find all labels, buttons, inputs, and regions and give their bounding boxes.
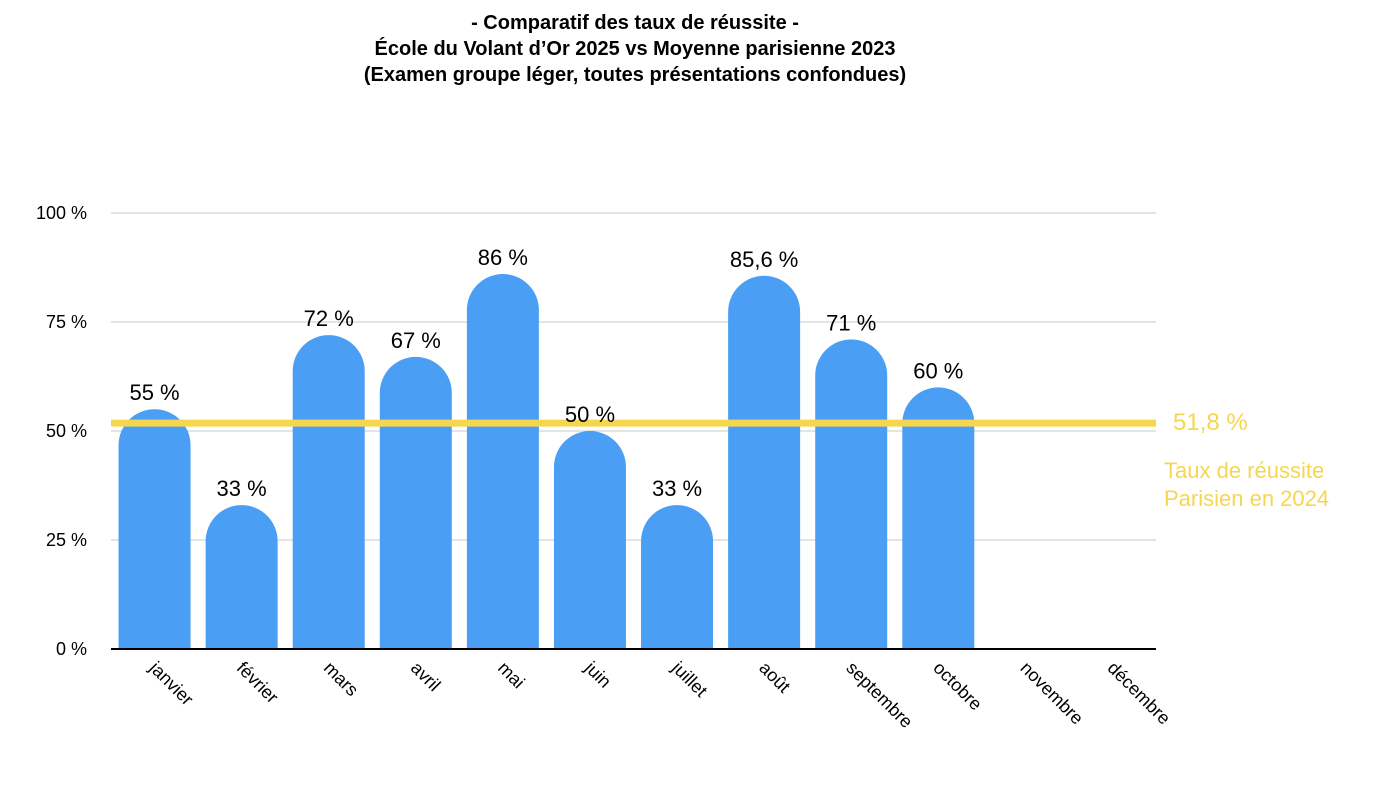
chart-title-line-2: École du Volant d’Or 2025 vs Moyenne par… xyxy=(374,38,896,60)
data-label-octobre: 60 % xyxy=(913,358,963,383)
y-tick-label-75: 75 % xyxy=(46,312,87,332)
bar-janvier xyxy=(118,409,191,649)
data-label-juin: 50 % xyxy=(565,402,615,427)
reference-caption: Taux de réussite Parisien en 2024 xyxy=(1164,457,1329,513)
chart-title: - Comparatif des taux de réussite - Écol… xyxy=(0,10,1270,88)
data-label-janvier: 55 % xyxy=(129,380,179,405)
x-tick-label-janvier: janvier xyxy=(145,657,197,709)
x-tick-label-septembre: septembre xyxy=(842,658,916,732)
x-tick-label-mai: mai xyxy=(494,658,529,693)
bar-juin xyxy=(553,431,626,649)
x-tick-label-juillet: juillet xyxy=(668,657,712,701)
x-tick-label-avril: avril xyxy=(407,658,444,695)
data-label-septembre: 71 % xyxy=(826,310,876,335)
y-tick-label-25: 25 % xyxy=(46,530,87,550)
data-label-mars: 72 % xyxy=(304,306,354,331)
y-tick-label-50: 50 % xyxy=(46,421,87,441)
bar-août xyxy=(728,275,801,649)
x-tick-label-décembre: décembre xyxy=(1104,658,1175,729)
data-label-avril: 67 % xyxy=(391,328,441,353)
gridlines xyxy=(111,212,1156,541)
x-tick-label-novembre: novembre xyxy=(1017,658,1088,729)
bar-octobre xyxy=(902,387,975,649)
reference-caption-line-1: Taux de réussite xyxy=(1164,458,1325,483)
bar-mars xyxy=(292,335,365,649)
x-tick-label-juin: juin xyxy=(580,657,615,692)
bar-février xyxy=(205,505,278,649)
bar-mai xyxy=(466,274,539,649)
x-tick-label-février: février xyxy=(233,658,283,708)
y-tick-label-100: 100 % xyxy=(36,203,87,223)
x-tick-label-octobre: octobre xyxy=(929,658,986,715)
chart-title-line-1: - Comparatif des taux de réussite - xyxy=(471,12,799,34)
bar-juillet xyxy=(641,505,714,649)
data-label-juillet: 33 % xyxy=(652,476,702,501)
x-tick-label-août: août xyxy=(755,658,794,697)
chart-title-line-3: (Examen groupe léger, toutes présentatio… xyxy=(363,64,907,86)
x-tick-label-mars: mars xyxy=(320,658,362,700)
data-labels: 55 % 33 % 72 % 67 % 86 % 50 % 33 % 85,6 % 71 % 60… xyxy=(129,245,963,501)
reference-value-label: 51,8 % xyxy=(1173,409,1248,436)
reference-caption-line-2: Parisien en 2024 xyxy=(1164,486,1330,511)
bars xyxy=(118,274,975,649)
data-label-février: 33 % xyxy=(217,476,267,501)
y-tick-label-0: 0 % xyxy=(56,639,87,659)
data-label-mai: 86 % xyxy=(478,245,528,270)
bar-avril xyxy=(379,356,452,649)
bar-septembre xyxy=(815,339,888,649)
data-label-août: 85,6 % xyxy=(730,247,799,272)
